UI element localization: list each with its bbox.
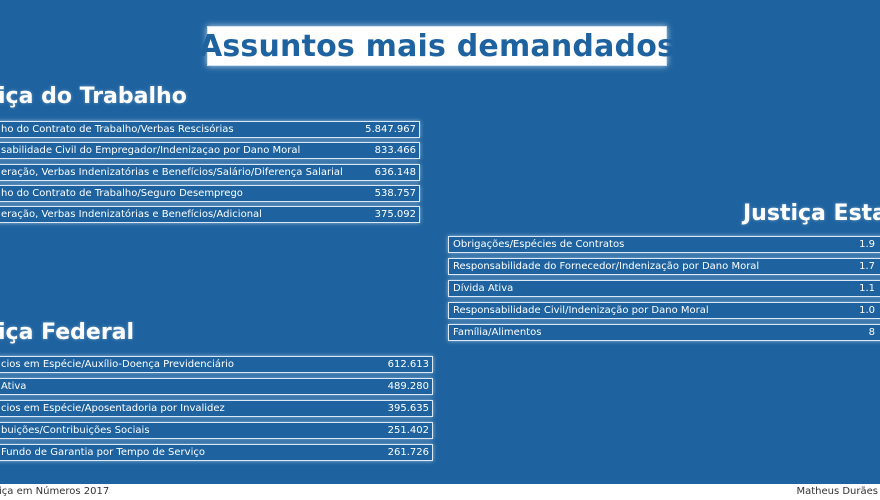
table-row: eração, Verbas Indenizatórias e Benefíci… bbox=[0, 206, 420, 223]
row-label: eração, Verbas Indenizatórias e Benefíci… bbox=[1, 209, 262, 220]
row-label: cios em Espécie/Aposentadoria por Invali… bbox=[1, 403, 225, 414]
table-row: Obrigações/Espécies de Contratos 1.9 bbox=[448, 236, 880, 253]
section-title-federal: iça Federal bbox=[0, 320, 135, 345]
row-value: 833.466 bbox=[374, 145, 416, 156]
row-value: 395.635 bbox=[387, 403, 429, 414]
row-label: ho do Contrato de Trabalho/Seguro Desemp… bbox=[1, 188, 243, 199]
row-label: Dívida Ativa bbox=[453, 283, 514, 294]
footer-author: Matheus Durães bbox=[796, 486, 878, 497]
table-row: Família/Alimentos 8 bbox=[448, 324, 880, 341]
table-row: eração, Verbas Indenizatórias e Benefíci… bbox=[0, 164, 420, 181]
row-label: sabilidade Civil do Empregador/Indenizaç… bbox=[1, 145, 301, 156]
footer-source: iça em Números 2017 bbox=[0, 486, 110, 497]
table-row: Responsabilidade do Fornecedor/Indenizaç… bbox=[448, 258, 880, 275]
row-label: buições/Contribuições Sociais bbox=[1, 425, 150, 436]
row-value: 538.757 bbox=[374, 188, 416, 199]
table-row: Responsabilidade Civil/Indenização por D… bbox=[448, 302, 880, 319]
title-box: Assuntos mais demandados bbox=[199, 26, 675, 66]
row-value: 251.402 bbox=[387, 425, 429, 436]
row-label: Fundo de Garantia por Tempo de Serviço bbox=[1, 447, 205, 458]
table-row: Fundo de Garantia por Tempo de Serviço 26… bbox=[0, 444, 433, 461]
row-label: eração, Verbas Indenizatórias e Benefíci… bbox=[1, 167, 343, 178]
row-value: 636.148 bbox=[374, 167, 416, 178]
table-row: sabilidade Civil do Empregador/Indenizaç… bbox=[0, 142, 420, 159]
row-value: 375.092 bbox=[374, 209, 416, 220]
row-label: Família/Alimentos bbox=[453, 327, 542, 338]
table-row: cios em Espécie/Aposentadoria por Invali… bbox=[0, 400, 433, 417]
row-value: 1.0 bbox=[859, 305, 875, 316]
table-row: Dívida Ativa 1.1 bbox=[448, 280, 880, 297]
table-row: cios em Espécie/Auxílio-Doença Previdenc… bbox=[0, 356, 433, 373]
row-label: ho do Contrato de Trabalho/Verbas Rescis… bbox=[1, 124, 234, 135]
row-value: 489.280 bbox=[387, 381, 429, 392]
row-value: 5.847.967 bbox=[365, 124, 416, 135]
row-value: 1.9 bbox=[859, 239, 875, 250]
row-label: cios em Espécie/Auxílio-Doença Previdenc… bbox=[1, 359, 234, 370]
row-value: 1.7 bbox=[859, 261, 875, 272]
table-row: ho do Contrato de Trabalho/Verbas Rescis… bbox=[0, 121, 420, 138]
row-label: Responsabilidade do Fornecedor/Indenizaç… bbox=[453, 261, 760, 272]
row-value: 8 bbox=[868, 327, 875, 338]
row-value: 1.1 bbox=[859, 283, 875, 294]
row-label: Responsabilidade Civil/Indenização por D… bbox=[453, 305, 709, 316]
row-label: Ativa bbox=[1, 381, 27, 392]
row-label: Obrigações/Espécies de Contratos bbox=[453, 239, 625, 250]
page-title: Assuntos mais demandados bbox=[198, 28, 676, 64]
row-value: 612.613 bbox=[387, 359, 429, 370]
section-title-trabalho: iça do Trabalho bbox=[0, 84, 187, 109]
infographic-panel: Assuntos mais demandados iça do Trabalho… bbox=[0, 0, 880, 484]
table-row: buições/Contribuições Sociais 251.402 bbox=[0, 422, 433, 439]
table-row: ho do Contrato de Trabalho/Seguro Desemp… bbox=[0, 185, 420, 202]
table-row: Ativa 489.280 bbox=[0, 378, 433, 395]
row-value: 261.726 bbox=[387, 447, 429, 458]
section-title-estadual: Justiça Estad bbox=[743, 201, 880, 226]
